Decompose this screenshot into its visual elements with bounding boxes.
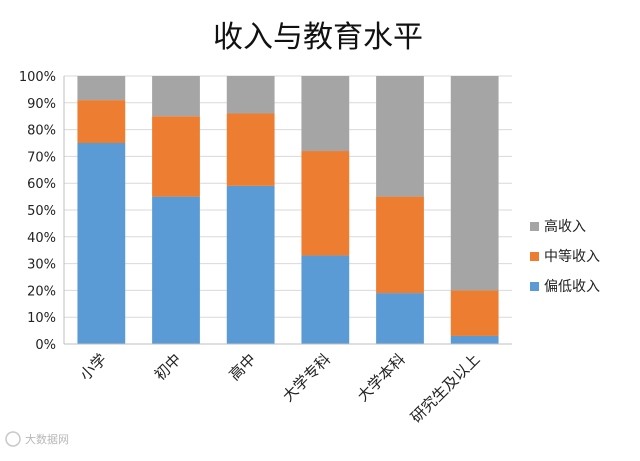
- bar-segment: [301, 76, 350, 152]
- watermark: 大数据网: [5, 431, 69, 447]
- bar-segment: [152, 116, 200, 197]
- x-tick-label: 大学本科: [354, 350, 409, 405]
- bar-segment: [376, 196, 424, 294]
- grid-lines: [64, 75, 512, 345]
- y-tick-label: 40%: [27, 231, 56, 246]
- y-tick-label: 0%: [35, 338, 56, 353]
- bar-segment: [226, 113, 275, 186]
- x-tick-label: 研究生及以上: [407, 350, 483, 426]
- legend-swatch: [530, 252, 539, 261]
- y-tick-label: 60%: [27, 177, 56, 192]
- bar-segment: [376, 76, 424, 197]
- legend-swatch: [530, 222, 539, 231]
- bar-segment: [450, 76, 499, 291]
- y-tick-labels: 0% 10% 20% 30% 40% 50% 60% 70% 80% 90% 100%: [19, 70, 56, 353]
- legend-label: 偏低收入: [544, 279, 600, 295]
- legend-swatch: [530, 282, 539, 291]
- y-tick-label: 10%: [27, 311, 56, 326]
- bar-segment: [450, 335, 499, 344]
- y-tick-label: 90%: [27, 97, 56, 112]
- bar-segment: [301, 151, 350, 256]
- bar-segment: [226, 185, 275, 344]
- bar-segment: [301, 255, 350, 344]
- bar-segment: [77, 143, 126, 344]
- x-tick-label: 大学专科: [279, 350, 334, 405]
- chart-title: 收入与教育水平: [213, 20, 423, 55]
- bar-segment: [152, 196, 200, 344]
- y-tick-label: 30%: [27, 258, 56, 273]
- x-tick-label: 小学: [76, 350, 110, 384]
- y-tick-label: 20%: [27, 284, 56, 299]
- y-tick-label: 50%: [27, 204, 56, 219]
- legend-label: 中等收入: [544, 248, 600, 265]
- y-tick-label: 80%: [27, 124, 56, 139]
- legend-label: 高收入: [544, 218, 586, 235]
- bars: [77, 76, 499, 344]
- watermark-text: 大数据网: [25, 432, 69, 446]
- y-tick-label: 100%: [19, 70, 56, 85]
- axes: [63, 76, 512, 345]
- bar-segment: [77, 100, 126, 143]
- x-tick-label: 高中: [226, 350, 260, 384]
- y-tick-label: 70%: [27, 150, 56, 165]
- x-tick-label: 初中: [151, 350, 185, 384]
- bar-segment: [77, 76, 126, 101]
- bar-segment: [376, 293, 424, 344]
- bar-segment: [226, 76, 275, 114]
- watermark-logo-icon: [5, 431, 21, 447]
- bar-segment: [450, 290, 499, 336]
- bar-segment: [152, 76, 200, 117]
